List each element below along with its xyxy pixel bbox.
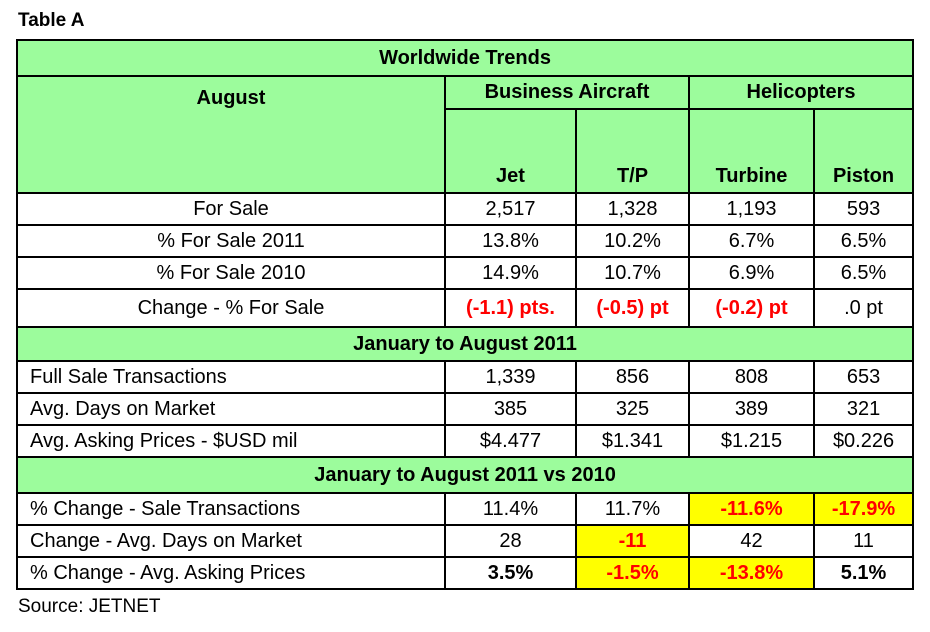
- row-label: % Change - Avg. Asking Prices: [16, 556, 446, 590]
- row-label: % For Sale 2011: [16, 224, 446, 258]
- cell: 6.5%: [812, 224, 915, 258]
- cell: 1,339: [444, 360, 577, 394]
- group-business-aircraft: Business Aircraft: [444, 75, 690, 110]
- cell: 389: [688, 392, 815, 426]
- cell: (-1.1) pts.: [444, 288, 577, 328]
- group-helicopters: Helicopters: [687, 75, 915, 110]
- row-label: % Change - Sale Transactions: [16, 492, 446, 526]
- source-note: Source: JETNET: [18, 596, 161, 617]
- cell: 42: [688, 524, 815, 558]
- cell: 6.9%: [688, 256, 815, 290]
- cell: -17.9%: [812, 492, 915, 526]
- cell: 385: [444, 392, 577, 426]
- column-header-tp: T/P: [575, 108, 690, 194]
- cell: 5.1%: [812, 556, 915, 590]
- cell: 13.8%: [444, 224, 577, 258]
- cell: -11.6%: [688, 492, 815, 526]
- row-label: For Sale: [16, 192, 446, 226]
- row-label: % For Sale 2010: [16, 256, 446, 290]
- cell: 593: [812, 192, 915, 226]
- cell: 11.7%: [575, 492, 690, 526]
- cell: 321: [812, 392, 915, 426]
- cell: -11: [575, 524, 690, 558]
- row-header-august: August: [16, 75, 446, 194]
- table-row: % For Sale 2011 13.8% 10.2% 6.7% 6.5%: [16, 224, 915, 258]
- cell: 28: [444, 524, 577, 558]
- column-header-piston: Piston: [812, 108, 915, 194]
- cell: 11: [812, 524, 915, 558]
- cell: (-0.5) pt: [575, 288, 690, 328]
- cell: (-0.2) pt: [688, 288, 815, 328]
- cell: -1.5%: [575, 556, 690, 590]
- cell: 856: [575, 360, 690, 394]
- table-row: % Change - Avg. Asking Prices 3.5% -1.5%…: [16, 556, 915, 590]
- row-label: Avg. Days on Market: [16, 392, 446, 426]
- cell: $1.341: [575, 424, 690, 458]
- table-row: For Sale 2,517 1,328 1,193 593: [16, 192, 915, 226]
- table-row: % For Sale 2010 14.9% 10.7% 6.9% 6.5%: [16, 256, 915, 290]
- table-row: Avg. Days on Market 385 325 389 321: [16, 392, 915, 426]
- worldwide-trends-table: Worldwide Trends August Business Aircraf…: [15, 39, 915, 590]
- table-row: Change - % For Sale (-1.1) pts. (-0.5) p…: [16, 288, 915, 328]
- cell: 1,328: [575, 192, 690, 226]
- cell: 6.7%: [688, 224, 815, 258]
- cell: 10.7%: [575, 256, 690, 290]
- cell: 325: [575, 392, 690, 426]
- table-row: Change - Avg. Days on Market 28 -11 42 1…: [16, 524, 915, 558]
- cell: $1.215: [688, 424, 815, 458]
- table-title: Worldwide Trends: [15, 39, 915, 77]
- cell: 2,517: [444, 192, 577, 226]
- cell: 3.5%: [444, 556, 577, 590]
- cell: 11.4%: [444, 492, 577, 526]
- table-row: % Change - Sale Transactions 11.4% 11.7%…: [16, 492, 915, 526]
- cell: .0 pt: [812, 288, 915, 328]
- row-label: Change - Avg. Days on Market: [16, 524, 446, 558]
- section-title-2011-vs-2010: January to August 2011 vs 2010: [15, 456, 915, 494]
- section-title-2011: January to August 2011: [15, 326, 915, 362]
- cell: -13.8%: [688, 556, 815, 590]
- column-header-turbine: Turbine: [688, 108, 815, 194]
- table-caption: Table A: [18, 10, 85, 31]
- table-row: Full Sale Transactions 1,339 856 808 653: [16, 360, 915, 394]
- cell: $4.477: [444, 424, 577, 458]
- row-label: Change - % For Sale: [16, 288, 446, 328]
- cell: 6.5%: [812, 256, 915, 290]
- cell: $0.226: [812, 424, 915, 458]
- cell: 10.2%: [575, 224, 690, 258]
- cell: 808: [688, 360, 815, 394]
- cell: 1,193: [688, 192, 815, 226]
- column-header-jet: Jet: [444, 108, 577, 194]
- row-label: Full Sale Transactions: [16, 360, 446, 394]
- cell: 653: [812, 360, 915, 394]
- cell: 14.9%: [444, 256, 577, 290]
- table-row: Avg. Asking Prices - $USD mil $4.477 $1.…: [16, 424, 915, 458]
- row-label: Avg. Asking Prices - $USD mil: [16, 424, 446, 458]
